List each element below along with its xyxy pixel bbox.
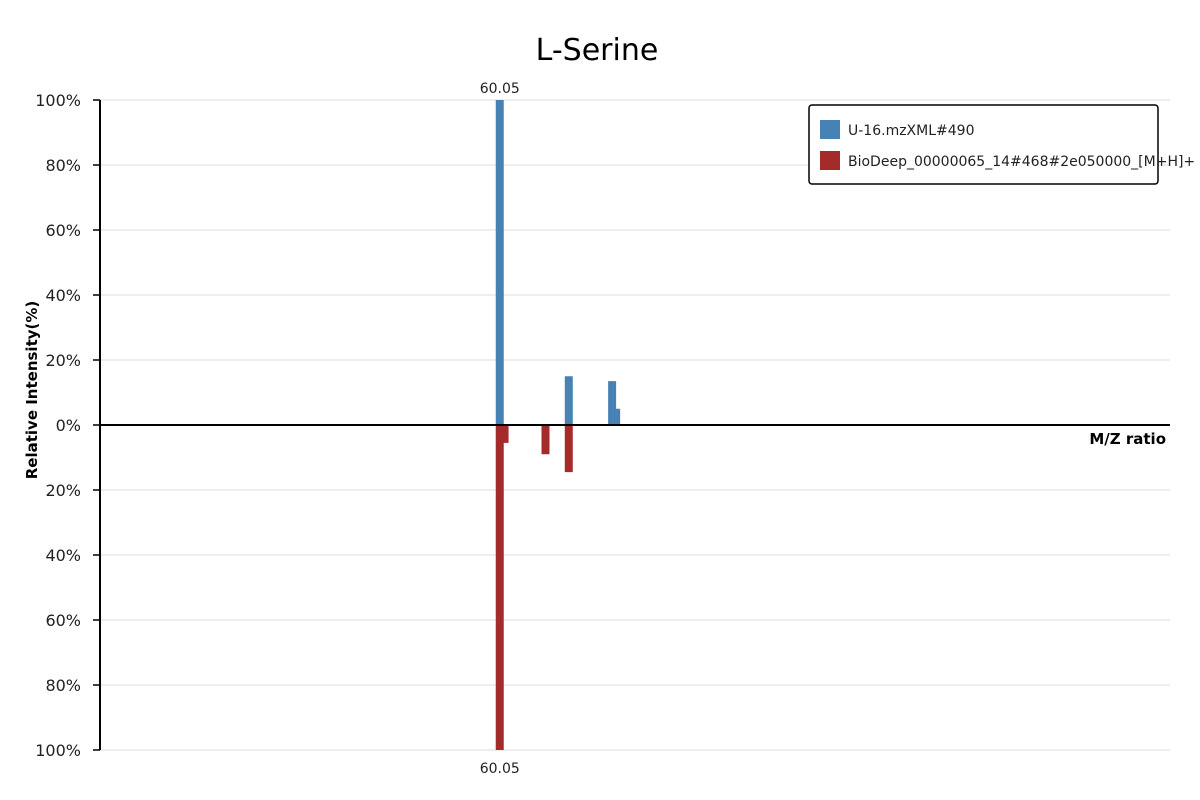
peak-bar-reference (564, 425, 573, 473)
peak-bar-reference (541, 425, 550, 455)
legend: U-16.mzXML#490 BioDeep_00000065_14#468#2… (808, 104, 1195, 185)
y-tick-label: 40% (45, 286, 81, 305)
peak-bar-sample (608, 381, 617, 425)
peak-bar-sample (564, 376, 573, 425)
peak-bar-sample (495, 100, 504, 425)
legend-swatch-reference (820, 151, 840, 170)
peak-label: 60.05 (480, 761, 520, 777)
y-tick-label: 20% (45, 481, 81, 500)
y-tick-label: 80% (45, 156, 81, 175)
peak-label: 60.05 (480, 81, 520, 97)
peak-bar-reference (500, 425, 509, 443)
y-tick-label: 0% (56, 416, 81, 435)
y-tick-label: 60% (45, 611, 81, 630)
y-axis-label: Relative Intensity(%) (23, 301, 41, 480)
chart-title: L-Serine (536, 33, 659, 68)
peak-bar-reference (495, 425, 504, 750)
y-ticks: 100% 80% 60% 40% 20% 0% 20% 40% 60% 80% 100% (35, 91, 100, 760)
bars-layer (495, 100, 621, 750)
peak-labels: 60.05 60.05 (480, 81, 520, 777)
x-axis-label: M/Z ratio (1089, 430, 1166, 448)
y-tick-label: 60% (45, 221, 81, 240)
y-tick-label: 100% (35, 91, 81, 110)
legend-entry-sample: U-16.mzXML#490 (848, 123, 974, 139)
y-tick-label: 20% (45, 351, 81, 370)
legend-box (808, 104, 1159, 185)
y-tick-label: 100% (35, 741, 81, 760)
y-tick-label: 80% (45, 676, 81, 695)
legend-entry-reference: BioDeep_00000065_14#468#2e050000_[M+H]+ (848, 154, 1195, 170)
grid-layer (100, 99, 1170, 751)
peak-bar-sample (612, 408, 621, 425)
legend-swatch-sample (820, 120, 840, 139)
y-tick-label: 40% (45, 546, 81, 565)
